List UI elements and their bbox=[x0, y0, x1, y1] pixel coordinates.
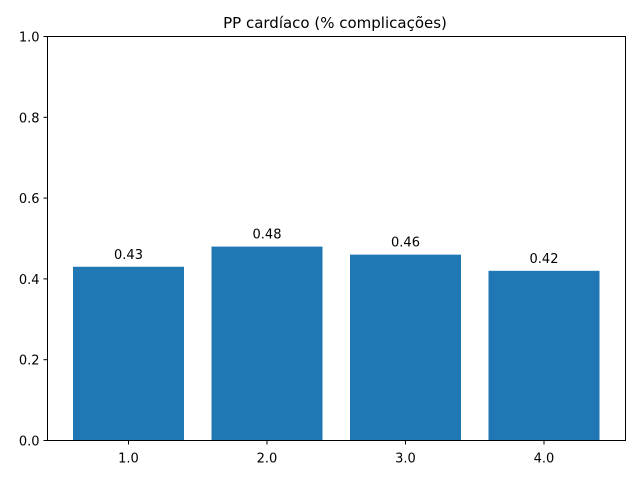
x-tick-label: 2.0 bbox=[257, 452, 278, 467]
y-tick-label: 1.0 bbox=[19, 31, 40, 46]
x-axis: 1.0 2.0 3.0 4.0 bbox=[118, 440, 555, 467]
y-tick-label: 0.0 bbox=[19, 435, 40, 450]
plot-frame bbox=[47, 36, 626, 441]
chart-title: PP cardíaco (% complicações) bbox=[223, 14, 447, 32]
bar-4.0 bbox=[488, 270, 600, 441]
y-tick-label: 0.6 bbox=[19, 192, 40, 207]
y-tick-label: 0.4 bbox=[19, 273, 40, 288]
data-label-1.0: 0.43 bbox=[114, 248, 143, 263]
bar-3.0 bbox=[350, 254, 461, 441]
y-axis: 0.0 0.2 0.4 0.6 0.8 1.0 bbox=[19, 31, 48, 450]
data-labels-group: 0.43 0.48 0.46 0.42 bbox=[114, 228, 558, 267]
x-tick-label: 4.0 bbox=[534, 452, 555, 467]
data-label-2.0: 0.48 bbox=[253, 228, 282, 243]
y-tick-label: 0.2 bbox=[19, 354, 40, 369]
bar-1.0 bbox=[73, 266, 184, 441]
x-tick-label: 3.0 bbox=[395, 452, 416, 467]
y-tick-label: 0.8 bbox=[19, 111, 40, 126]
x-tick-label: 1.0 bbox=[118, 452, 139, 467]
data-label-3.0: 0.46 bbox=[391, 236, 420, 251]
data-label-4.0: 0.42 bbox=[530, 252, 559, 267]
bar-2.0 bbox=[211, 246, 323, 441]
bars-group bbox=[73, 246, 600, 441]
